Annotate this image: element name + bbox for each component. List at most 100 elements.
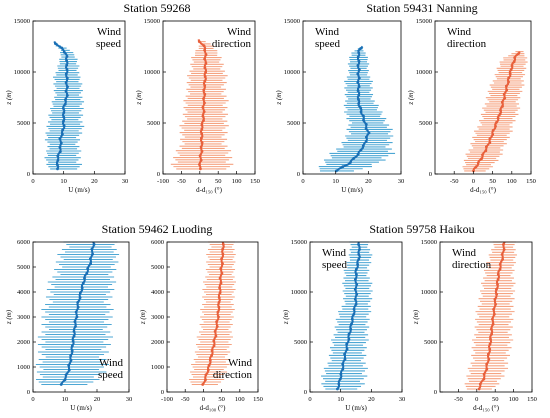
profile-point [341, 165, 345, 169]
x-tick-label: 0 [308, 396, 311, 403]
profile-point [58, 137, 62, 141]
profile-point [65, 76, 69, 80]
profile-point [204, 373, 208, 377]
profile-point [493, 312, 496, 316]
profile-point [86, 267, 90, 270]
profile-point [210, 349, 214, 353]
x-tick-label: 150 [250, 178, 260, 185]
profile-point [356, 89, 360, 93]
panel-label-direction: direction [213, 369, 253, 381]
panel-label-speed: Wind [322, 247, 346, 259]
profile-point [62, 50, 66, 54]
profile-point [362, 118, 365, 122]
y-tick-label: 6000 [17, 239, 30, 246]
panel-label-direction: Wind [228, 357, 252, 369]
profile-point [64, 89, 68, 93]
profile-point [489, 337, 492, 341]
profile-point [496, 273, 500, 276]
panel-label-speed: Wind [97, 26, 121, 38]
x-tick-label: 0 [475, 396, 478, 403]
profile-point [487, 352, 490, 356]
profile-point [199, 167, 202, 171]
profile-point [505, 88, 509, 92]
y-tick-label: 15000 [421, 239, 437, 246]
profile-point [197, 40, 201, 43]
x-tick-label: 50 [492, 396, 499, 403]
panel-4-speed: 0 10 20 30 0 1000 2000 3000 4000 5000 6000 U (m/s) z… [5, 239, 132, 412]
profile-point [202, 110, 206, 114]
x-tick-label: 0 [301, 178, 304, 185]
profile-point [509, 68, 513, 72]
profile-point [55, 163, 59, 167]
profile-point [343, 352, 346, 356]
profile-point [64, 72, 68, 76]
station-title-59462-luoding: Station 59462 Luoding [101, 222, 213, 236]
profile-point [502, 248, 506, 251]
profile-point [202, 119, 205, 122]
profile-point [56, 158, 60, 162]
profile-point [63, 102, 67, 106]
profile-point [62, 120, 65, 123]
profile-point [210, 354, 214, 357]
y-tick-label: 10000 [14, 69, 30, 76]
profile-point [221, 262, 224, 266]
profile-point [213, 330, 217, 333]
x-tick-label: 50 [218, 396, 225, 403]
profile-point [218, 276, 222, 280]
panel-label-speed: Wind [99, 357, 123, 369]
x-tick-label: -50 [177, 178, 186, 185]
x-tick-label: 20 [91, 178, 98, 185]
profile-point [220, 272, 224, 275]
median-profile-line [60, 241, 96, 386]
y-axis-label: z (m) [282, 309, 290, 325]
y-tick-label: 1000 [151, 364, 164, 371]
y-tick-label: 6000 [151, 239, 164, 246]
profile-point [221, 247, 225, 251]
profile-point [221, 252, 225, 256]
y-tick-label: 3000 [151, 314, 164, 321]
panel-label-direction: Wind [227, 26, 251, 38]
x-tick-label: 20 [368, 396, 375, 403]
profile-point [488, 137, 492, 141]
profile-point [501, 258, 504, 261]
profile-point [482, 377, 486, 381]
y-axis-label: z (m) [407, 90, 415, 106]
median-profile-line [201, 241, 225, 386]
profile-point [56, 167, 59, 171]
profile-point [357, 59, 361, 63]
profile-point [358, 248, 361, 251]
x-tick-label: 20 [94, 396, 101, 403]
profile-point [217, 305, 221, 309]
profile-point [501, 104, 504, 108]
axes-frame [302, 20, 402, 175]
panel-6-speed: 0 10 20 30 0 5000 10000 15000 U (m/s) z (m) Windsp… [282, 239, 405, 412]
profile-point [202, 88, 206, 92]
profile-point [474, 165, 478, 169]
profile-point [203, 57, 207, 61]
profile-point [67, 363, 71, 367]
station-title-59431-nanning: Station 59431 Nanning [366, 1, 478, 15]
x-tick-label: 0 [198, 178, 201, 185]
profile-point [356, 152, 360, 156]
profile-point [336, 387, 339, 391]
profile-point [488, 141, 492, 145]
profile-point [494, 125, 497, 128]
profile-point [361, 144, 365, 148]
x-tick-label: 100 [507, 178, 517, 185]
profile-point [203, 66, 207, 70]
profile-point [357, 93, 361, 97]
profile-point [89, 257, 92, 261]
x-tick-label: 0 [202, 396, 205, 403]
profile-point [476, 161, 480, 165]
profile-point [355, 273, 358, 276]
y-tick-label: 10000 [284, 69, 300, 76]
x-tick-label: 10 [332, 178, 339, 185]
profile-point [491, 317, 494, 321]
profile-point [357, 97, 360, 101]
profile-point [71, 339, 75, 343]
profile-point [495, 287, 498, 291]
profile-point [200, 141, 204, 145]
profile-point [89, 262, 92, 266]
y-tick-label: 0 [429, 171, 432, 178]
profile-point [353, 297, 357, 301]
